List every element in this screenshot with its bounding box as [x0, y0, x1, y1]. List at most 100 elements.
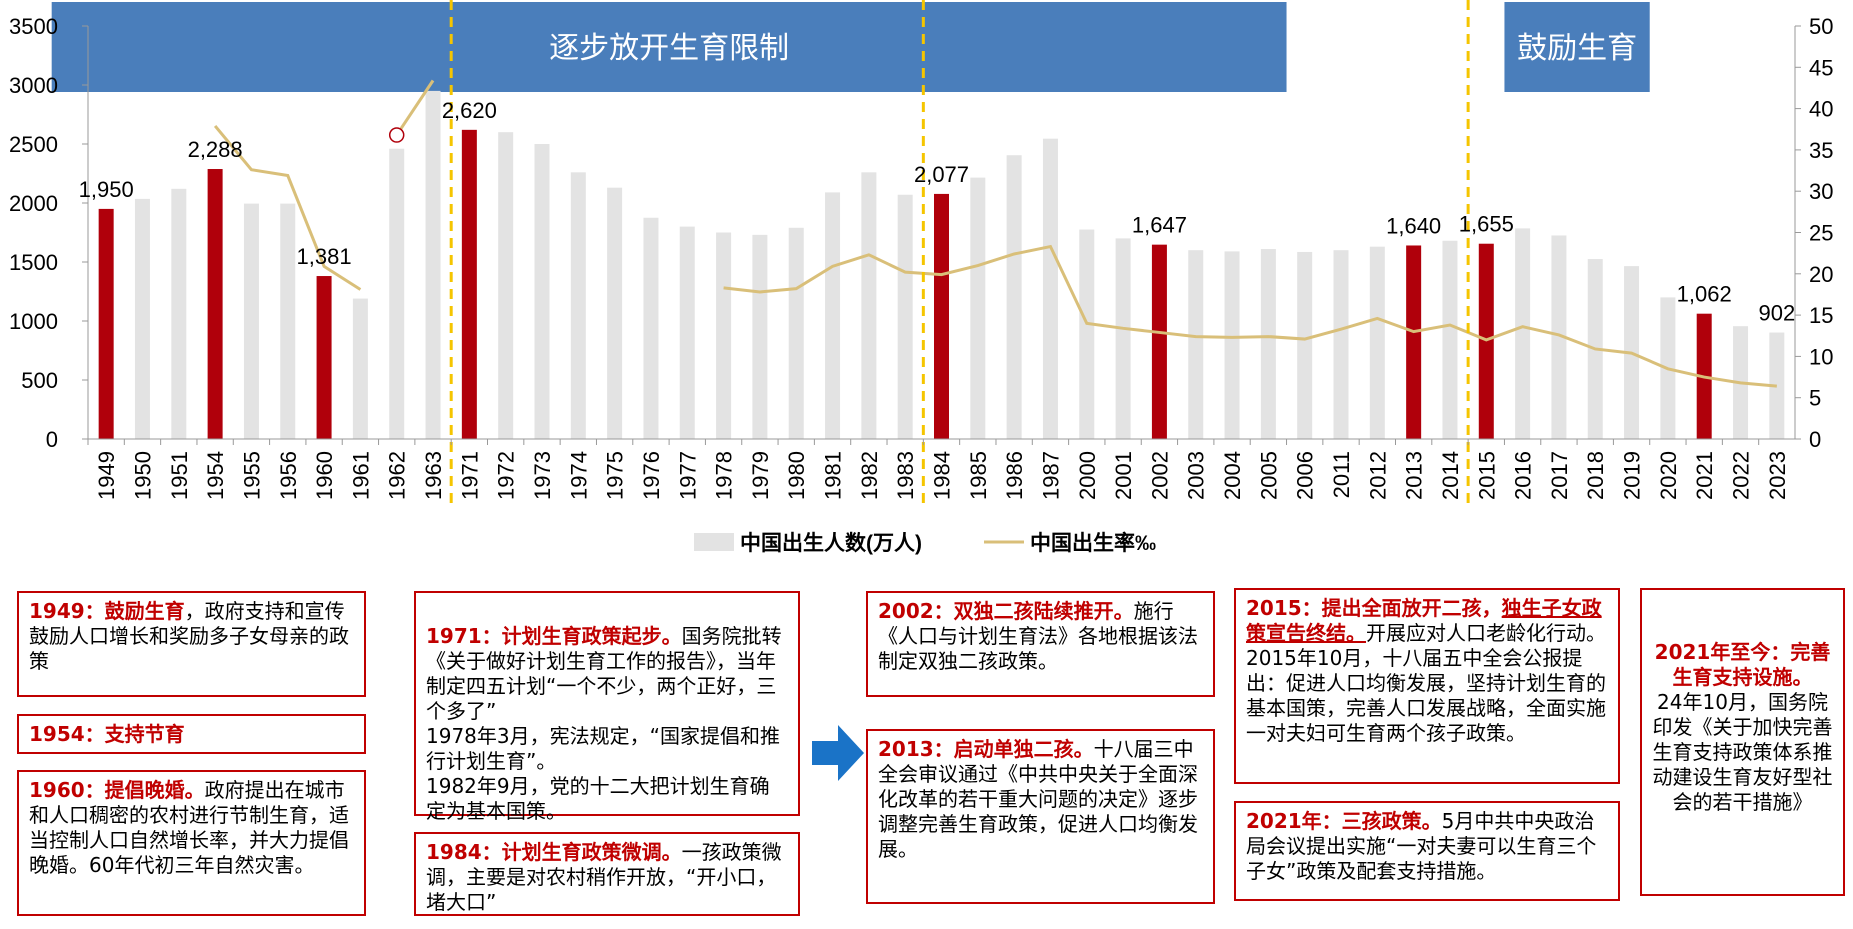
data-label-2002: 1,647	[1132, 213, 1187, 238]
policy-head: 2002：双独二孩陆续推开。	[878, 599, 1134, 623]
x-tick-label: 1954	[203, 451, 228, 500]
y2-tick-label: 40	[1809, 97, 1833, 122]
x-tick-label: 1950	[130, 451, 155, 500]
y-tick-label: 1500	[9, 250, 58, 275]
bar-1963	[425, 90, 441, 440]
phase-banner-3	[1504, 2, 1650, 92]
bar-2002	[1151, 244, 1167, 439]
y2-tick-label: 50	[1809, 14, 1833, 39]
x-tick-label: 2002	[1147, 451, 1172, 500]
x-tick-label: 1949	[94, 451, 119, 500]
bar-1985	[970, 177, 986, 439]
bar-2017	[1551, 235, 1567, 439]
x-tick-label: 1955	[239, 451, 264, 500]
policy-box-1949: 1949：鼓励生育，政府支持和宣传鼓励人口增长和奖励多子女母亲的政策	[17, 591, 366, 697]
x-tick-label: 1956	[276, 451, 301, 500]
bar-2012	[1369, 246, 1385, 439]
policy-box-2002: 2002：双独二孩陆续推开。施行《人口与计划生育法》各地根据该法制定双独二孩政策…	[866, 591, 1215, 697]
bar-1971	[461, 129, 477, 439]
policy-head: 2021年：三孩政策。	[1246, 809, 1442, 833]
arrow-right-icon	[812, 725, 864, 781]
legend: 中国出生人数(万人) 中国出生率‰	[694, 531, 1156, 555]
bar-1977	[679, 226, 695, 439]
policy-box-1954: 1954：支持节育	[17, 714, 366, 754]
x-tick-label: 2017	[1547, 451, 1572, 500]
bar-1954	[207, 169, 223, 440]
bar-1980	[788, 227, 804, 439]
phase-banners: 鼓励生育-倡导节育计划生育逐步放开生育限制鼓励生育	[51, 2, 1650, 92]
bar-2004	[1224, 251, 1240, 439]
y-tick-label: 1000	[9, 309, 58, 334]
policy-body: 国务院批转《关于做好计划生育工作的报告》，当年制定四五计划“一个不少，两个正好，…	[426, 624, 782, 823]
x-tick-label: 1977	[675, 451, 700, 500]
bar-1974	[570, 172, 586, 439]
bar-1972	[498, 132, 514, 439]
policy-body: ，政府支持和宣传鼓励人口增长和奖励多子女母亲的政策	[29, 599, 349, 673]
rate-line-segment-2	[723, 244, 1777, 388]
x-tick-label: 1971	[457, 451, 482, 500]
bar-1961	[352, 298, 368, 439]
x-tick-label: 1981	[821, 451, 846, 500]
policy-box-2021-present: 2021年至今：完善生育支持设施。 24年10月，国务院印发《关于加快完善生育支持…	[1640, 588, 1845, 896]
bar-1975	[607, 187, 623, 439]
bar-1962	[389, 148, 405, 439]
x-tick-label: 1963	[421, 451, 446, 500]
data-label-1954: 2,288	[188, 137, 243, 162]
bar-1983	[897, 194, 913, 439]
bar-2011	[1333, 250, 1349, 439]
x-tick-label: 2019	[1620, 451, 1645, 500]
y2-tick-label: 10	[1809, 344, 1833, 369]
bar-1951	[171, 188, 187, 439]
axes: 0 500 1000 1500 2000 2500 3000 3500 0 5 10 15 20 25 30…	[9, 14, 1833, 500]
x-tick-label: 1978	[712, 451, 737, 500]
x-tick-label: 1985	[966, 451, 991, 500]
birth-chart: 鼓励生育-倡导节育计划生育逐步放开生育限制鼓励生育 05001000150020…	[9, 0, 1833, 555]
data-label-2015: 1,655	[1459, 212, 1514, 237]
x-tick-label: 1984	[930, 451, 955, 500]
rate-marker-1962	[388, 127, 405, 143]
x-tick-label: 1980	[784, 451, 809, 500]
bar-1960	[316, 276, 332, 439]
x-tick-label: 1975	[603, 451, 628, 500]
policy-head: 2021年至今：完善生育支持设施。	[1654, 640, 1831, 689]
x-tick-label: 2001	[1111, 451, 1136, 500]
bar-1956	[280, 203, 296, 439]
policy-head: 1949：鼓励生育	[29, 599, 185, 623]
data-label-1984: 2,077	[914, 162, 969, 187]
x-tick-label: 1962	[385, 451, 410, 500]
y2-tick-label: 20	[1809, 262, 1833, 287]
policy-head: 2015：提出全面放开二孩，	[1246, 596, 1502, 620]
legend-bar-swatch	[694, 533, 734, 551]
policy-head-underlined: 独生子女政策宣告终结。	[1246, 596, 1602, 645]
bar-1979	[752, 234, 768, 439]
legend-line-label: 中国出生率‰	[1030, 531, 1156, 555]
x-tick-label: 1979	[748, 451, 773, 500]
x-tick-label: 2012	[1365, 451, 1390, 500]
policy-body: 24年10月，国务院印发《关于加快完善生育支持政策体系推动建设生育友好型社会的若…	[1652, 690, 1833, 814]
y2-tick-label: 35	[1809, 138, 1833, 163]
birth-rate-line	[213, 79, 1777, 388]
bar-2016	[1515, 228, 1531, 439]
bar-1982	[861, 172, 877, 439]
x-tick-label: 2015	[1474, 451, 1499, 500]
bar-2001	[1115, 238, 1131, 439]
bar-1981	[825, 192, 841, 439]
x-tick-label: 2020	[1656, 451, 1681, 500]
x-tick-label: 2000	[1075, 451, 1100, 500]
x-tick-label: 2006	[1293, 451, 1318, 500]
policy-box-2021: 2021年：三孩政策。5月中共中央政治局会议提出实施“一对夫妻可以生育三个子女”…	[1234, 801, 1620, 901]
policy-head: 1971：计划生育政策起步。	[426, 624, 682, 648]
x-tick-label: 1983	[893, 451, 918, 500]
policy-box-1971: 1971：计划生育政策起步。国务院批转《关于做好计划生育工作的报告》，当年制定四…	[414, 591, 800, 823]
bar-2014	[1442, 240, 1458, 439]
phase-banner-label: 鼓励生育	[1517, 32, 1637, 65]
bar-2000	[1079, 229, 1095, 439]
policy-head: 1984：计划生育政策微调。	[426, 840, 682, 864]
x-tick-label: 2018	[1583, 451, 1608, 500]
policy-box-2015: 2015：提出全面放开二孩，独生子女政策宣告终结。开展应对人口老龄化行动。201…	[1234, 588, 1620, 784]
policy-body: 十八届三中全会审议通过《中共中央关于全面深化改革的若干重大问题的决定》逐步调整完…	[878, 737, 1198, 861]
bar-1987	[1042, 138, 1058, 439]
policy-box-1984: 1984：计划生育政策微调。一孩政策微调，主要是对农村稍作开放，“开小口，堵大口…	[414, 832, 800, 916]
x-tick-label: 1987	[1038, 451, 1063, 500]
x-tick-label: 2023	[1765, 451, 1790, 500]
